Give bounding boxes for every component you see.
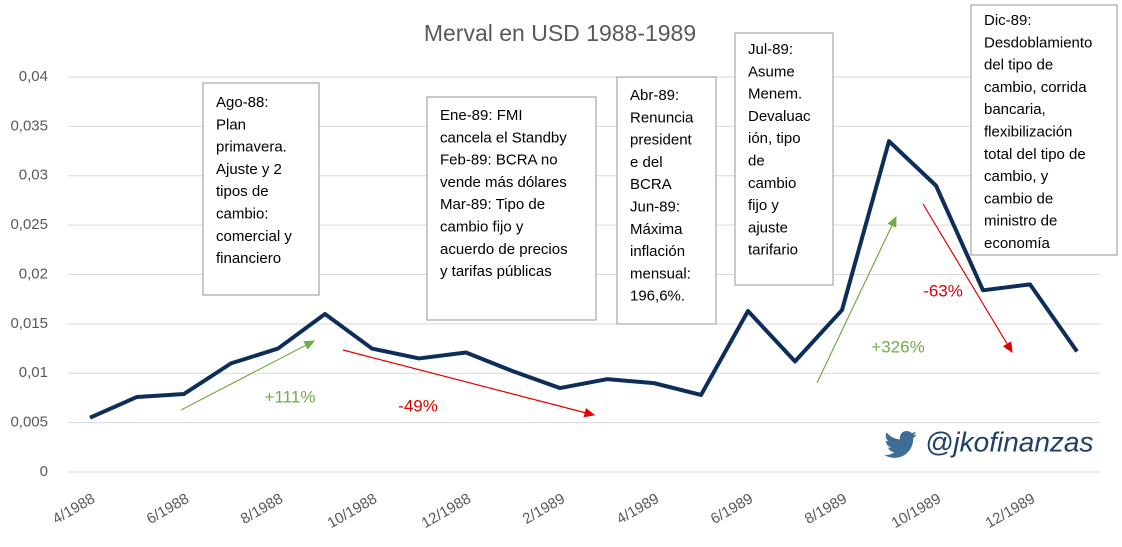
annotation-text: Abr-89: bbox=[630, 87, 679, 104]
annotation-box bbox=[970, 4, 1118, 256]
annotation-text: del tipo de bbox=[984, 57, 1053, 74]
annotation-text: ministro de bbox=[984, 213, 1057, 230]
annotation-text: tipos de bbox=[216, 183, 269, 200]
annotation-box bbox=[202, 82, 320, 296]
annotation-text: tarifario bbox=[748, 242, 798, 259]
twitter-icon bbox=[884, 430, 919, 458]
annotation-text: total del tipo de bbox=[984, 146, 1086, 163]
change-label: -49% bbox=[398, 396, 438, 415]
annotation-text: y tarifas públicas bbox=[440, 263, 552, 280]
y-tick-label: 0,035 bbox=[10, 117, 48, 134]
annotation-text: Dic-89: bbox=[984, 12, 1032, 29]
annotation-text: Ajuste y 2 bbox=[216, 161, 282, 178]
annotation-text: bancaria, bbox=[984, 101, 1046, 118]
annotation-text: Asume bbox=[748, 63, 795, 80]
arrow bbox=[816, 215, 897, 384]
annotation-text: president bbox=[630, 132, 693, 149]
data-line bbox=[89, 139, 1079, 420]
annotation-text: e del bbox=[630, 154, 663, 171]
change-label: +326% bbox=[871, 337, 924, 356]
annotation-text: comercial y bbox=[216, 228, 292, 245]
change-label: -63% bbox=[923, 281, 963, 300]
annotation-text: Jul-89: bbox=[748, 41, 793, 58]
y-tick-label: 0 bbox=[40, 463, 48, 480]
annotation-text: inflación bbox=[630, 243, 685, 260]
arrow bbox=[180, 340, 316, 411]
annotation-text: Devaluac bbox=[748, 108, 811, 125]
annotation-text: Máxima bbox=[630, 221, 683, 238]
annotation-text: acuerdo de precios bbox=[440, 241, 568, 258]
annotation-text: cancela el Standby bbox=[440, 129, 567, 146]
annotation-text: cambio de bbox=[984, 190, 1053, 207]
annotation-text: fijo y bbox=[748, 197, 779, 214]
annotation-text: Desdoblamiento bbox=[984, 34, 1092, 51]
y-tick-label: 0,005 bbox=[10, 414, 48, 431]
annotation-text: Plan bbox=[216, 116, 246, 133]
annotation-text: cambio, corrida bbox=[984, 79, 1087, 96]
annotation-text: mensual: bbox=[630, 265, 691, 282]
y-tick-label: 0,015 bbox=[10, 315, 48, 332]
y-tick-label: 0,02 bbox=[19, 265, 48, 282]
y-tick-label: 0,04 bbox=[19, 68, 48, 85]
y-tick-label: 0,03 bbox=[19, 167, 48, 184]
y-tick-label: 0,025 bbox=[10, 216, 48, 233]
arrow bbox=[342, 349, 596, 418]
annotation-text: cambio: bbox=[216, 205, 269, 222]
annotation-box bbox=[734, 32, 834, 286]
change-label: +111% bbox=[265, 387, 316, 406]
annotation-text: financiero bbox=[216, 250, 281, 267]
annotation-text: Feb-89: BCRA no bbox=[440, 152, 558, 169]
annotation-text: cambio, y bbox=[984, 168, 1049, 185]
annotation-text: Ene-89: FMI bbox=[440, 107, 523, 124]
annotation-text: ión, tipo bbox=[748, 130, 801, 147]
annotation-text: primavera. bbox=[216, 139, 287, 156]
annotation-text: ajuste bbox=[748, 219, 788, 236]
annotation-text: cambio bbox=[748, 175, 796, 192]
annotation-text: BCRA bbox=[630, 176, 672, 193]
annotation-text: Menem. bbox=[748, 86, 802, 103]
annotation-text: Ago-88: bbox=[216, 94, 269, 111]
annotation-box bbox=[426, 96, 597, 321]
watermark: @jkofinanzas bbox=[925, 426, 1094, 457]
annotation-text: Renuncia bbox=[630, 109, 694, 126]
annotation-text: economía bbox=[984, 235, 1051, 252]
chart-title: Merval en USD 1988-1989 bbox=[424, 20, 696, 46]
annotation-text: Jun-89: bbox=[630, 198, 680, 215]
annotation-text: de bbox=[748, 152, 765, 169]
annotation-text: vende más dólares bbox=[440, 174, 567, 191]
y-tick-label: 0,01 bbox=[19, 364, 48, 381]
annotation-text: flexibilización bbox=[984, 123, 1072, 140]
annotation-text: 196,6%. bbox=[630, 288, 685, 305]
annotation-box bbox=[616, 76, 717, 325]
arrow bbox=[922, 203, 1013, 354]
annotation-text: Mar-89: Tipo de bbox=[440, 196, 545, 213]
annotation-text: cambio fijo y bbox=[440, 218, 524, 235]
